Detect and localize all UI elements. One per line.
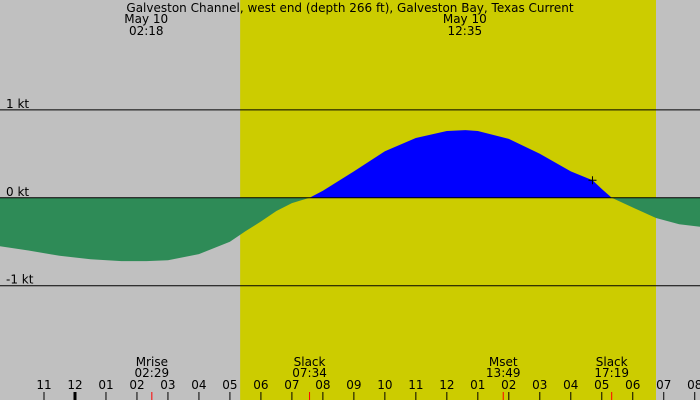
ebb-current-area <box>611 197 700 227</box>
event-time: 07:34 <box>292 366 327 380</box>
daylight-band <box>240 0 656 400</box>
hour-tick-label: 12 <box>67 378 82 392</box>
hour-tick-label: 12 <box>439 378 454 392</box>
hour-tick-label: 11 <box>36 378 51 392</box>
hour-tick-label: 07 <box>284 378 299 392</box>
hour-tick-label: 09 <box>346 378 361 392</box>
event-label: Mset <box>489 355 518 369</box>
ebb-current-area <box>0 197 310 262</box>
hour-tick-label: 08 <box>687 378 700 392</box>
hour-tick-label: 07 <box>656 378 671 392</box>
hour-tick-label: 04 <box>563 378 578 392</box>
y-axis-label: -1 kt <box>6 273 34 287</box>
event-label: Slack <box>294 355 326 369</box>
sun-event-date: May 10 <box>124 12 168 26</box>
hour-tick-label: 08 <box>315 378 330 392</box>
current-time-marker <box>588 176 597 185</box>
sun-event-time: 02:18 <box>129 24 164 38</box>
y-axis-label: 0 kt <box>6 185 29 199</box>
sun-event-date: May 10 <box>443 12 487 26</box>
hour-tick-label: 05 <box>222 378 237 392</box>
hour-tick-label: 01 <box>98 378 113 392</box>
hour-tick-label: 11 <box>408 378 423 392</box>
event-time: 13:49 <box>486 366 521 380</box>
hour-tick-label: 10 <box>377 378 392 392</box>
hour-tick-label: 03 <box>532 378 547 392</box>
hour-tick-label: 06 <box>625 378 640 392</box>
hour-tick-label: 04 <box>191 378 206 392</box>
chart-title: Galveston Channel, west end (depth 266 f… <box>126 1 574 15</box>
hour-tick-label: 02 <box>501 378 516 392</box>
event-label: Mrise <box>136 355 168 369</box>
hour-tick-label: 03 <box>160 378 175 392</box>
event-time: 02:29 <box>135 366 170 380</box>
event-label: Slack <box>596 355 628 369</box>
hour-tick-label: 06 <box>253 378 268 392</box>
y-axis-label: 1 kt <box>6 97 29 111</box>
event-time: 17:19 <box>594 366 629 380</box>
hour-tick-label: 05 <box>594 378 609 392</box>
flood-current-area <box>309 130 612 198</box>
hour-tick-label: 01 <box>470 378 485 392</box>
sun-event-time: 12:35 <box>448 24 483 38</box>
hour-tick-label: 02 <box>129 378 144 392</box>
